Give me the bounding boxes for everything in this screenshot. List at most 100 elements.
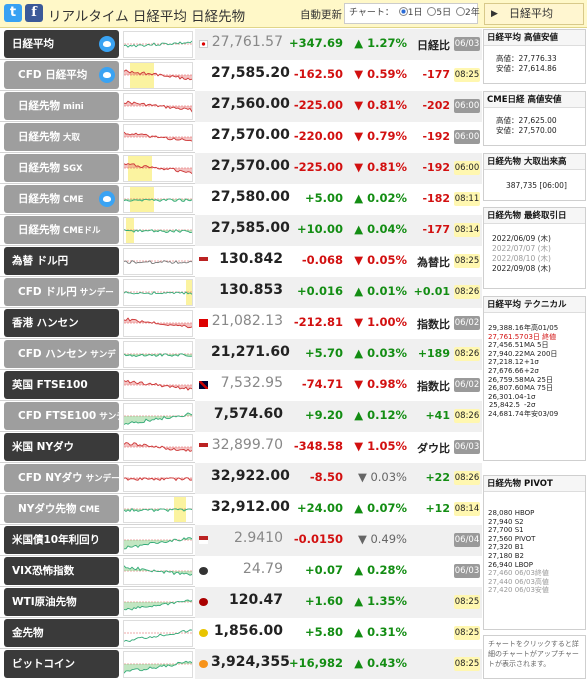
quote-label[interactable]: 米国 NYダウ: [4, 433, 119, 461]
quote-row[interactable]: 日経先物 SGX 27,570.00 -225.00 ▼ 0.81% -192 06:00: [0, 153, 482, 184]
quote-label[interactable]: 為替 ドル円: [4, 247, 119, 275]
quote-label[interactable]: 日経先物 CMEドル: [4, 216, 119, 244]
mini-chart[interactable]: [123, 465, 193, 492]
quote-label[interactable]: ビットコイン: [4, 650, 119, 678]
radio-5day-label[interactable]: 5日: [436, 8, 452, 18]
quote-percent: ▼ 0.59%: [354, 67, 407, 81]
mini-chart[interactable]: [123, 372, 193, 399]
mini-chart-svg: [124, 317, 192, 329]
quote-label[interactable]: CFD NYダウ サンデー: [4, 464, 119, 492]
mini-chart-svg: [124, 507, 192, 513]
btc-flag-icon: [199, 660, 208, 668]
nikkei-average-button[interactable]: 日経平均: [484, 3, 584, 25]
mini-chart[interactable]: [123, 589, 193, 616]
mini-chart[interactable]: [123, 310, 193, 337]
chart-hint-note: チャートをクリックすると詳細のチャートがアップチャートが表示されます。: [483, 635, 586, 679]
mini-chart[interactable]: [123, 155, 193, 182]
quote-row[interactable]: 米国 NYダウ 32,899.70 -348.58 ▼ 1.05% ダウ比 06/03: [0, 432, 482, 463]
volume-title: 日経先物 大取出来高: [484, 154, 585, 170]
quote-time: 06:00: [454, 161, 480, 175]
mini-chart[interactable]: [123, 403, 193, 430]
radio-1day[interactable]: [398, 7, 408, 16]
mini-chart[interactable]: [123, 496, 193, 523]
mini-chart[interactable]: [123, 31, 193, 58]
quote-label[interactable]: 日経先物 SGX: [4, 154, 119, 182]
chart-area: [124, 132, 192, 142]
quote-row[interactable]: CFD ハンセン サンデ 21,271.60 +5.70 ▲ 0.03% +189 08:…: [0, 339, 482, 370]
quote-row[interactable]: 日経先物 mini 27,560.00 -225.00 ▼ 0.81% -202 06:0…: [0, 91, 482, 122]
quote-values: 27,570.00 -225.00 ▼ 0.81% -192 06:00: [195, 153, 482, 184]
mini-chart[interactable]: [123, 124, 193, 151]
quote-label[interactable]: VIX恐怖指数: [4, 557, 119, 585]
mini-chart[interactable]: [123, 248, 193, 275]
quote-label[interactable]: NYダウ先物 CME: [4, 495, 119, 523]
quote-row[interactable]: NYダウ先物 CME 32,912.00 +24.00 ▲ 0.07% +12 08:14: [0, 494, 482, 525]
quote-price: 120.47: [228, 592, 283, 608]
quote-row[interactable]: WTI原油先物 120.47 +1.60 ▲ 1.35% 08:25: [0, 587, 482, 618]
quote-row[interactable]: 日経先物 CME 27,580.00 +5.00 ▲ 0.02% -182 08:11: [0, 184, 482, 215]
technical-price: 26,807.60: [488, 384, 524, 393]
twitter-share-icon[interactable]: [99, 67, 115, 83]
volume-box: 日経先物 大取出来高 387,735 [06:00]: [483, 153, 586, 201]
quote-label[interactable]: CFD ハンセン サンデ: [4, 340, 119, 368]
quote-row[interactable]: 英国 FTSE100 7,532.95 -74.71 ▼ 0.98% 指数比 06/02: [0, 370, 482, 401]
mini-chart[interactable]: [123, 558, 193, 585]
mini-chart[interactable]: [123, 279, 193, 306]
radio-2year-label[interactable]: 2年: [465, 8, 480, 18]
mini-chart[interactable]: [123, 93, 193, 120]
cme-low: 安値：27,570.00: [496, 126, 557, 135]
quote-row[interactable]: ビットコイン 3,924,355 +16,982 ▲ 0.43% 08:25: [0, 649, 482, 679]
quote-label[interactable]: 日経先物 大取: [4, 123, 119, 151]
quote-row[interactable]: VIX恐怖指数 24.79 +0.07 ▲ 0.28% 06/03: [0, 556, 482, 587]
quote-row[interactable]: 金先物 1,856.00 +5.80 ▲ 0.31% 08:25: [0, 618, 482, 649]
quote-label-sub: CMEドル: [60, 226, 101, 236]
last-trading-day-title: 日経先物 最終取引日: [484, 208, 585, 224]
quote-label[interactable]: 日経先物 mini: [4, 92, 119, 120]
quote-values: 32,922.00 -8.50 ▼ 0.03% +22 08:26: [195, 463, 482, 494]
quote-price: 21,082.13: [211, 313, 283, 329]
mini-chart[interactable]: [123, 62, 193, 89]
mini-chart[interactable]: [123, 620, 193, 647]
pivot-row: 26,940 LBOP: [488, 560, 534, 569]
twitter-share-icon[interactable]: [99, 191, 115, 207]
radio-1day-label[interactable]: 1日: [407, 8, 423, 18]
quote-row[interactable]: 日経先物 大取 27,570.00 -220.00 ▼ 0.79% -192 06:00: [0, 122, 482, 153]
mini-chart[interactable]: [123, 434, 193, 461]
radio-5day[interactable]: [427, 7, 437, 16]
quote-label[interactable]: CFD FTSE100 サンデ: [4, 402, 119, 430]
technical-price: 27,218.12: [488, 358, 524, 367]
quote-label[interactable]: 米国債10年利回り: [4, 526, 119, 554]
quote-row[interactable]: 米国債10年利回り 2.9410 -0.0150 ▼ 0.49% 06/04: [0, 525, 482, 556]
auto-update-label: 自動更新: [300, 9, 342, 21]
quote-label[interactable]: WTI原油先物: [4, 588, 119, 616]
ratio-value: -177: [422, 68, 450, 81]
quote-label[interactable]: 英国 FTSE100: [4, 371, 119, 399]
mini-chart[interactable]: [123, 217, 193, 244]
quote-values: 27,580.00 +5.00 ▲ 0.02% -182 08:11: [195, 184, 482, 215]
quote-label[interactable]: CFD ドル円 サンデー: [4, 278, 119, 306]
nikkei-high-low-title: 日経平均 高値安値: [484, 30, 585, 46]
quote-label-text: CFD ハンセン: [18, 348, 88, 360]
quote-time: 06/02: [454, 378, 480, 392]
mini-chart[interactable]: [123, 341, 193, 368]
quote-values: 7,574.60 +9.20 ▲ 0.12% +41 08:26: [195, 401, 482, 432]
nikkei-high: 高値：27,776.33: [496, 54, 557, 63]
quote-row[interactable]: CFD NYダウ サンデー 32,922.00 -8.50 ▼ 0.03% +22 08:…: [0, 463, 482, 494]
quote-row[interactable]: CFD FTSE100 サンデ 7,574.60 +9.20 ▲ 0.12% +41 08…: [0, 401, 482, 432]
mini-chart[interactable]: [123, 651, 193, 678]
quote-row[interactable]: 香港 ハンセン 21,082.13 -212.81 ▼ 1.00% 指数比 06/02: [0, 308, 482, 339]
twitter-icon[interactable]: t: [4, 4, 22, 22]
quote-row[interactable]: 為替 ドル円 130.842 -0.068 ▼ 0.05% 為替比 08:25: [0, 246, 482, 277]
quote-row[interactable]: CFD 日経平均 27,585.20 -162.50 ▼ 0.59% -177 08:25: [0, 60, 482, 91]
quote-row[interactable]: CFD ドル円 サンデー 130.853 +0.016 ▲ 0.01% +0.01 08:…: [0, 277, 482, 308]
twitter-share-icon[interactable]: [99, 36, 115, 52]
pivot-row: 27,420 06/03安値: [488, 586, 549, 595]
mini-chart[interactable]: [123, 527, 193, 554]
quote-row[interactable]: 日経先物 CMEドル 27,585.00 +10.00 ▲ 0.04% -177 08:1…: [0, 215, 482, 246]
facebook-icon[interactable]: f: [25, 4, 43, 22]
quote-row[interactable]: 日経平均 27,761.57 +347.69 ▲ 1.27% 日経比 06/03: [0, 29, 482, 60]
mini-chart[interactable]: [123, 186, 193, 213]
quote-label[interactable]: 香港 ハンセン: [4, 309, 119, 337]
radio-2year[interactable]: [456, 7, 466, 16]
quote-label[interactable]: 金先物: [4, 619, 119, 647]
